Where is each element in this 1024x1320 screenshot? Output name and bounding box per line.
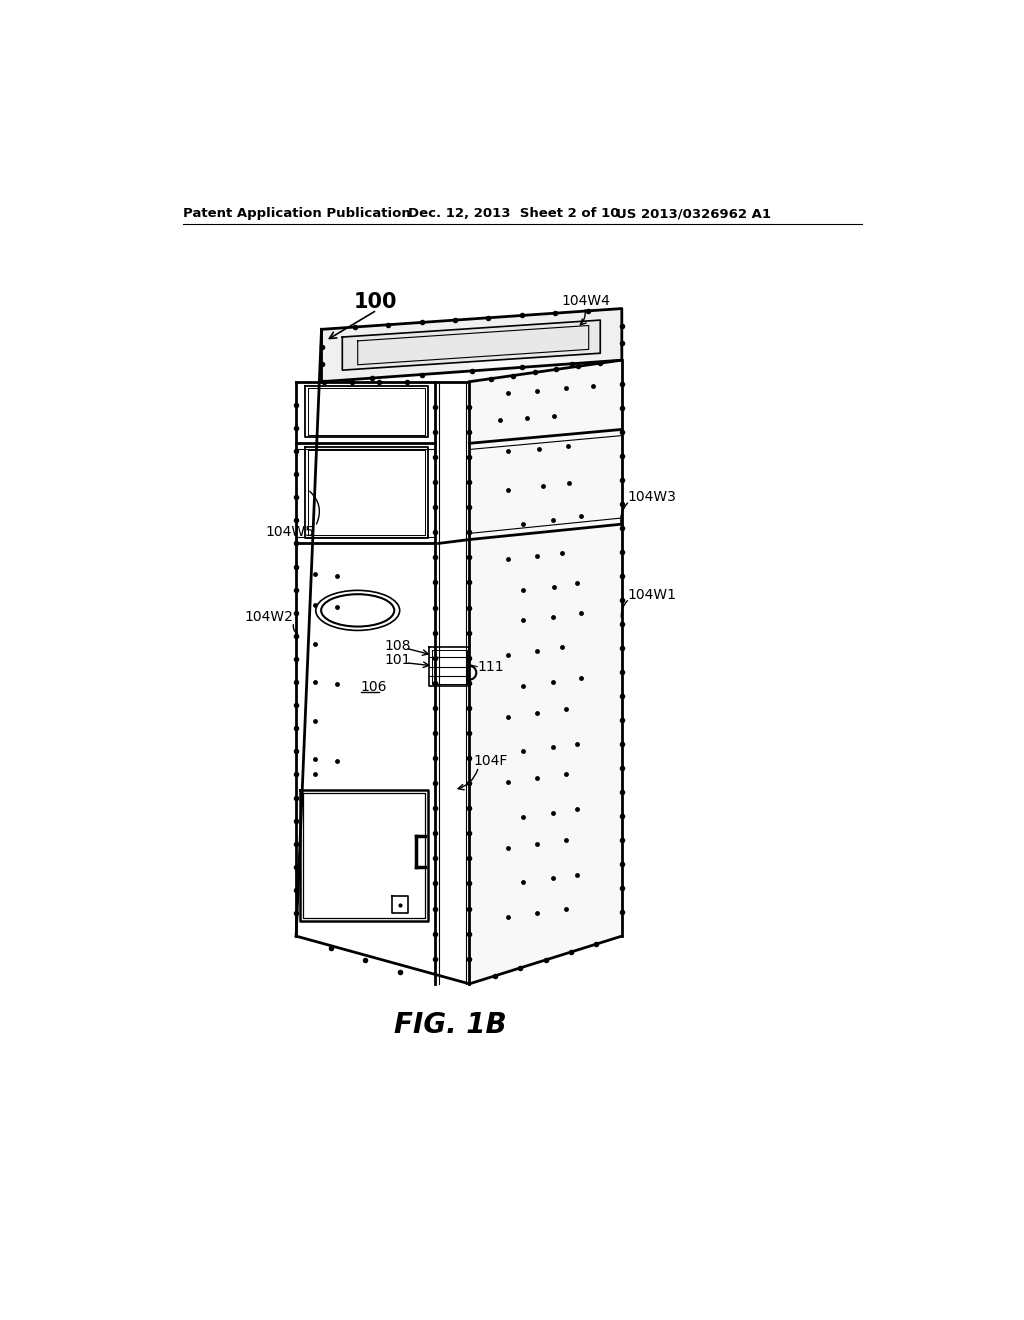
Text: 104W5: 104W5	[265, 525, 314, 539]
Text: FIG. 1B: FIG. 1B	[394, 1011, 507, 1039]
Text: 108: 108	[385, 639, 412, 653]
Text: Patent Application Publication: Patent Application Publication	[183, 207, 411, 220]
Text: 100: 100	[354, 293, 397, 313]
Polygon shape	[342, 321, 600, 370]
Polygon shape	[322, 309, 622, 381]
Text: US 2013/0326962 A1: US 2013/0326962 A1	[615, 207, 771, 220]
Text: 106: 106	[360, 680, 387, 693]
Text: 101: 101	[385, 653, 412, 668]
Polygon shape	[469, 360, 622, 983]
Text: 104W2: 104W2	[245, 610, 294, 623]
Text: Dec. 12, 2013  Sheet 2 of 10: Dec. 12, 2013 Sheet 2 of 10	[408, 207, 620, 220]
Text: 104W1: 104W1	[628, 587, 676, 602]
Text: 104W3: 104W3	[628, 490, 676, 504]
Text: 104F: 104F	[473, 754, 508, 768]
Text: 111: 111	[477, 660, 504, 673]
Polygon shape	[296, 381, 469, 983]
Text: 104W4: 104W4	[562, 294, 610, 308]
